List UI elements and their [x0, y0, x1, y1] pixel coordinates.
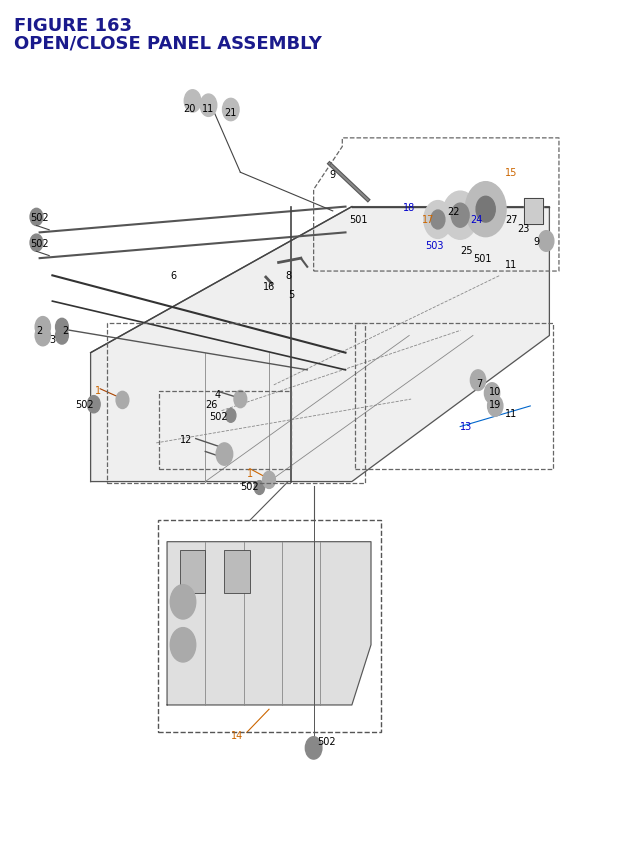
Circle shape [30, 235, 43, 252]
Text: 1: 1 [247, 468, 253, 479]
Circle shape [465, 183, 506, 238]
Text: 4: 4 [215, 389, 221, 400]
Text: 14: 14 [231, 730, 243, 740]
Circle shape [35, 325, 51, 346]
Circle shape [442, 192, 478, 240]
Circle shape [262, 472, 275, 489]
Text: 27: 27 [505, 215, 517, 226]
Circle shape [223, 99, 239, 121]
Text: 25: 25 [460, 245, 473, 255]
Circle shape [216, 443, 233, 466]
Text: 6: 6 [170, 271, 177, 281]
Circle shape [56, 319, 68, 336]
Circle shape [431, 211, 445, 230]
Text: 19: 19 [489, 400, 501, 410]
Circle shape [254, 481, 264, 495]
Circle shape [88, 396, 100, 413]
Circle shape [451, 204, 469, 228]
Circle shape [35, 317, 51, 338]
Text: 501: 501 [349, 215, 367, 226]
Circle shape [56, 327, 68, 344]
Text: 502: 502 [209, 412, 227, 422]
Text: 3: 3 [49, 335, 56, 344]
Text: 5: 5 [288, 290, 294, 300]
Text: OPEN/CLOSE PANEL ASSEMBLY: OPEN/CLOSE PANEL ASSEMBLY [14, 34, 322, 53]
Circle shape [116, 392, 129, 409]
Text: 8: 8 [285, 271, 291, 281]
Text: 24: 24 [470, 215, 483, 226]
Polygon shape [91, 208, 549, 482]
Text: 9: 9 [534, 237, 540, 247]
Circle shape [470, 370, 486, 391]
Text: 12: 12 [180, 434, 193, 444]
Text: 11: 11 [505, 260, 517, 269]
Text: 26: 26 [205, 400, 218, 410]
Text: 22: 22 [447, 207, 460, 217]
Text: 502: 502 [30, 238, 49, 249]
Text: 502: 502 [30, 213, 49, 223]
Text: 502: 502 [241, 481, 259, 492]
Circle shape [539, 232, 554, 252]
Circle shape [226, 409, 236, 423]
Polygon shape [167, 542, 371, 705]
Circle shape [30, 209, 43, 226]
Text: 502: 502 [75, 400, 93, 410]
Text: 10: 10 [489, 387, 501, 397]
Text: 17: 17 [422, 215, 435, 226]
Circle shape [200, 95, 217, 117]
Text: 11: 11 [202, 103, 214, 114]
Text: 15: 15 [505, 168, 517, 178]
Circle shape [170, 585, 196, 619]
Polygon shape [225, 551, 250, 593]
Circle shape [305, 737, 322, 759]
Circle shape [484, 383, 500, 404]
Text: 18: 18 [403, 202, 415, 213]
Text: 23: 23 [518, 224, 530, 234]
Text: 502: 502 [317, 736, 336, 746]
Text: 1: 1 [95, 386, 101, 396]
Text: 7: 7 [476, 378, 483, 388]
Circle shape [170, 628, 196, 662]
Text: 2: 2 [36, 326, 43, 336]
Polygon shape [524, 199, 543, 225]
Circle shape [234, 391, 246, 408]
Circle shape [424, 201, 452, 239]
Text: FIGURE 163: FIGURE 163 [14, 17, 132, 35]
Text: 11: 11 [505, 408, 517, 418]
Text: 16: 16 [263, 282, 275, 291]
Circle shape [476, 197, 495, 223]
Circle shape [488, 396, 503, 417]
Text: 501: 501 [473, 254, 492, 263]
Polygon shape [180, 551, 205, 593]
Text: 2: 2 [62, 326, 68, 336]
Circle shape [184, 90, 201, 113]
Text: 21: 21 [225, 108, 237, 118]
Text: 9: 9 [330, 170, 336, 180]
Text: 503: 503 [426, 241, 444, 251]
Text: 13: 13 [460, 421, 473, 431]
Text: 20: 20 [183, 103, 196, 114]
